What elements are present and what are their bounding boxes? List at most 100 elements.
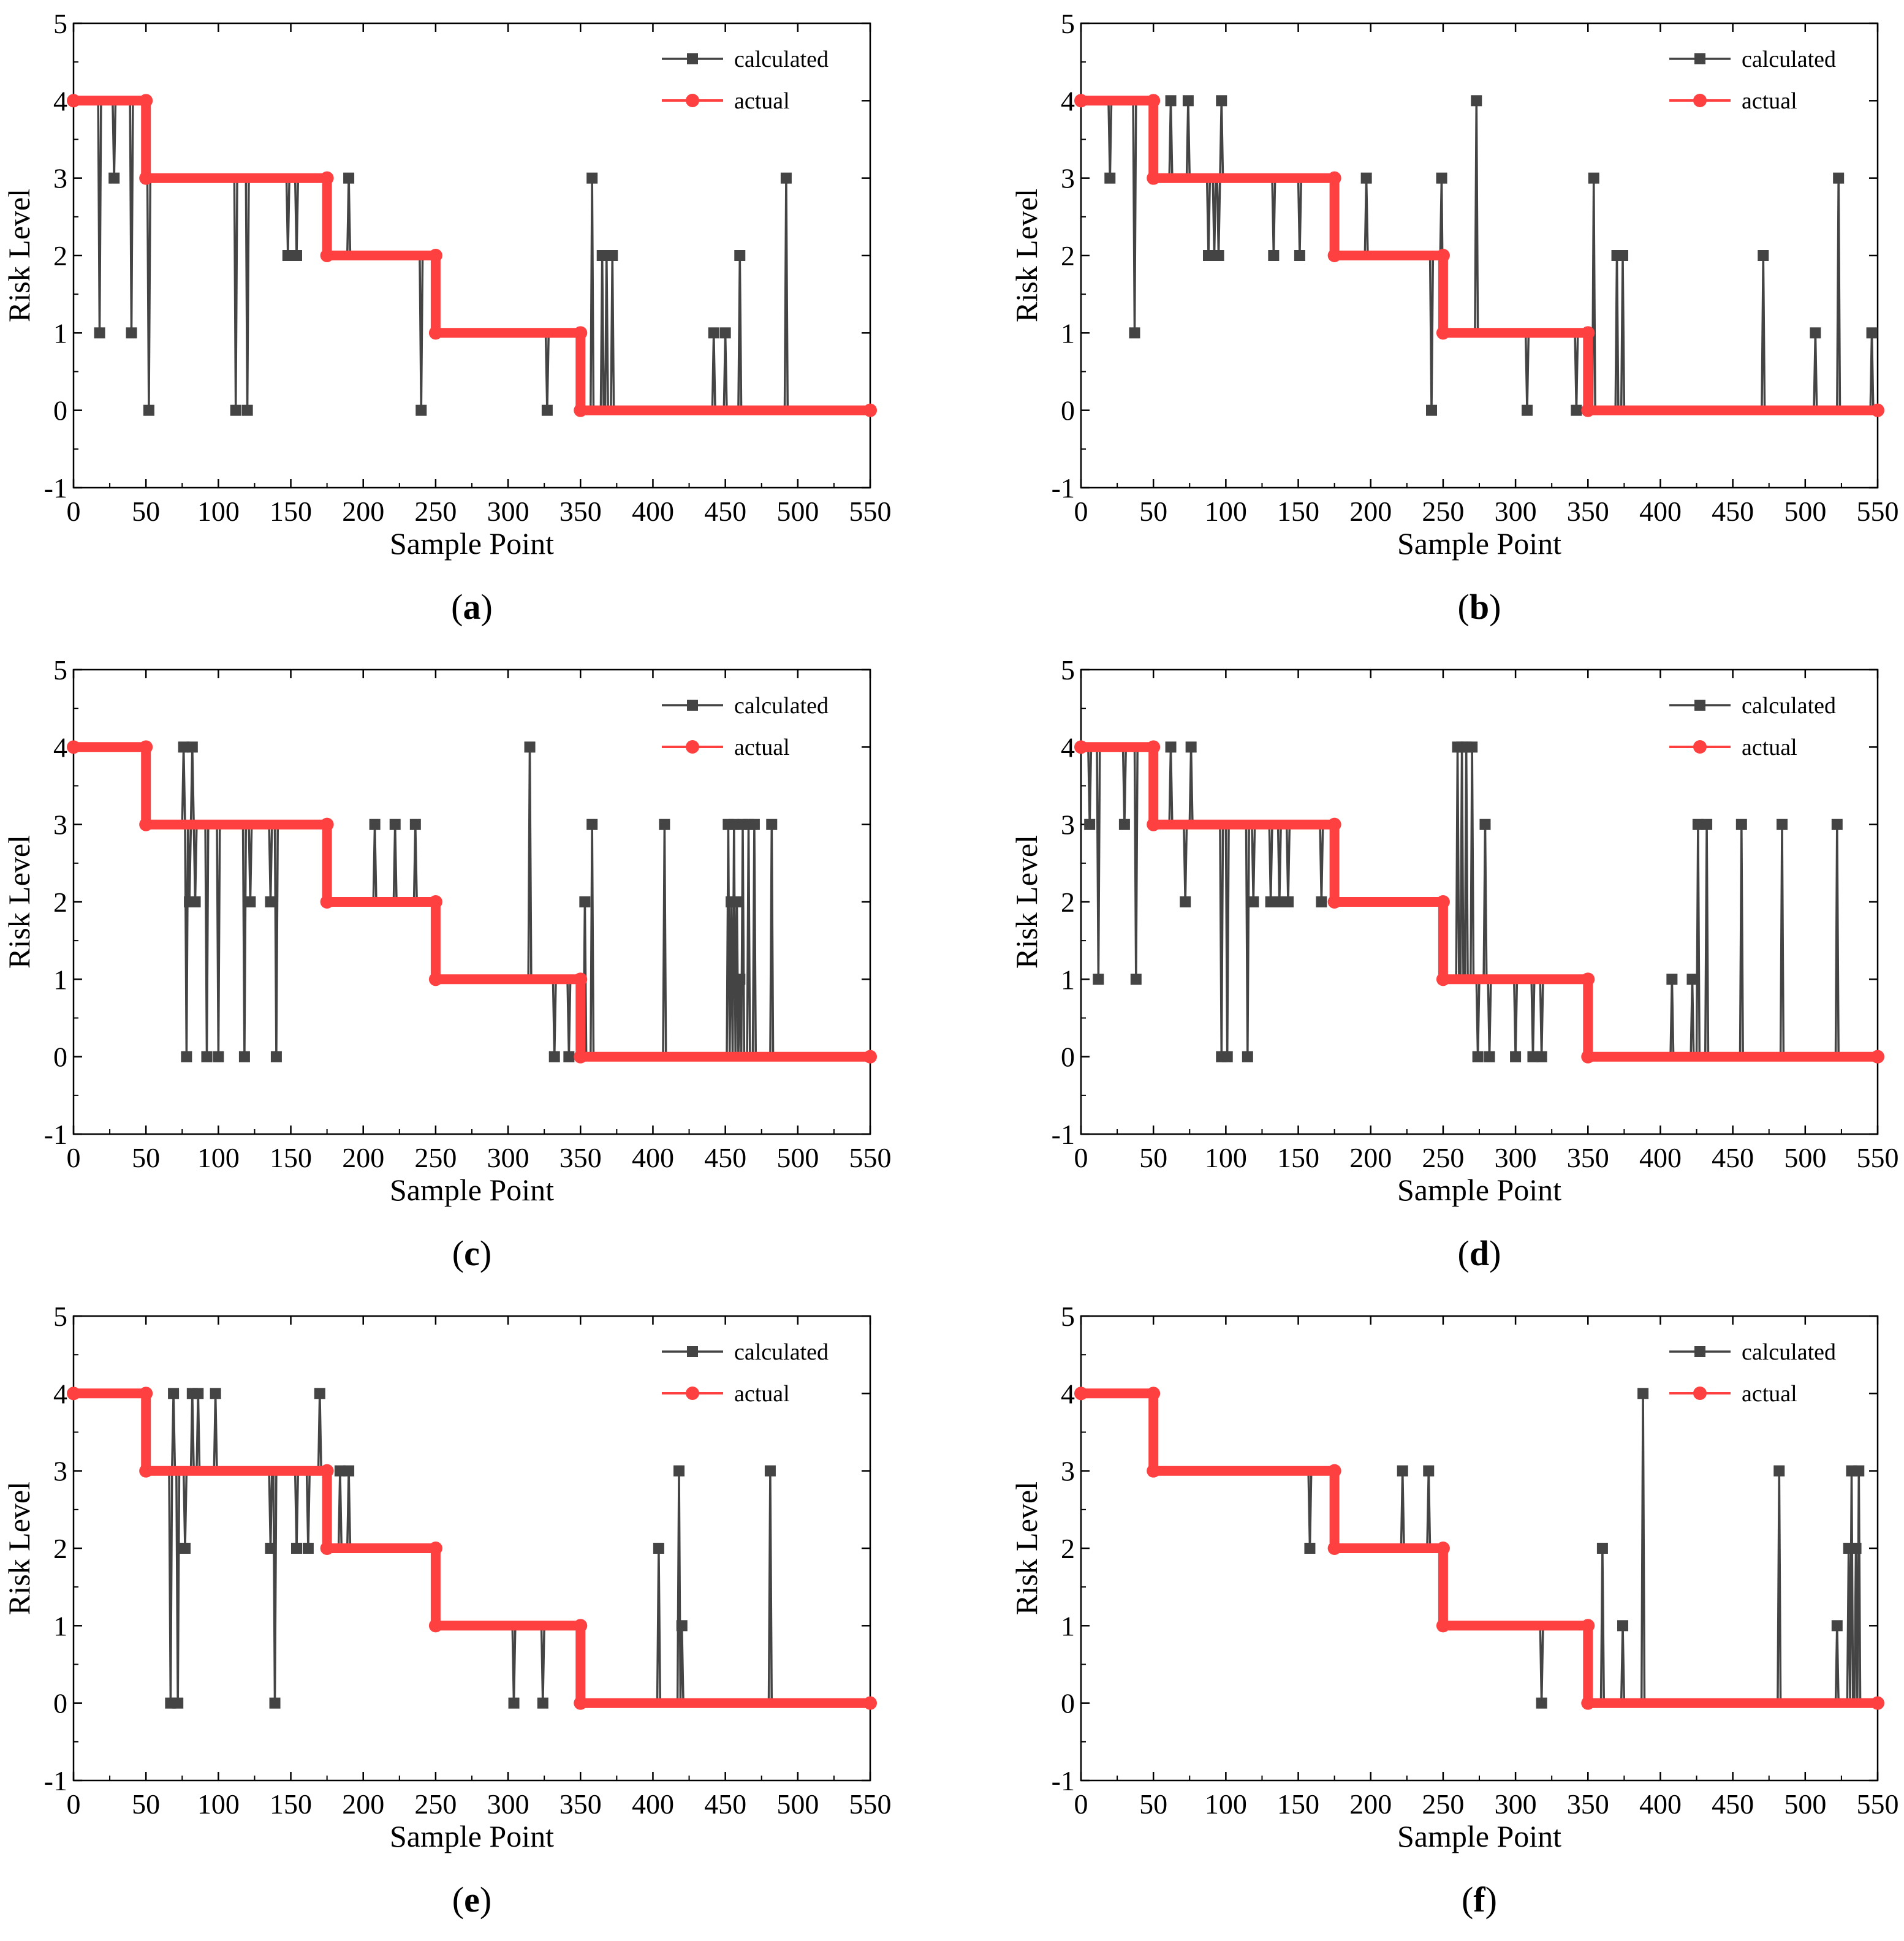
- y-tick-label: 4: [53, 732, 67, 763]
- calculated-point-marker: [764, 1465, 776, 1477]
- calculated-point-marker: [210, 1388, 221, 1399]
- actual-point-marker: [1581, 403, 1595, 417]
- x-tick-label: 400: [632, 496, 674, 527]
- calculated-point-marker: [343, 1465, 355, 1477]
- calculated-point-marker: [172, 1697, 184, 1709]
- x-axis-title: Sample Point: [1397, 1173, 1561, 1207]
- x-tick-label: 300: [487, 1788, 529, 1820]
- calculated-point-marker: [1510, 1051, 1522, 1062]
- calculated-point-marker: [1522, 404, 1533, 416]
- calculated-point-marker: [291, 1543, 302, 1554]
- x-tick-label: 50: [1139, 1142, 1167, 1173]
- calculated-point-marker: [201, 1051, 213, 1062]
- x-tick-label: 450: [1712, 496, 1754, 527]
- actual-point-marker: [1581, 1696, 1595, 1710]
- calculated-point-marker: [1571, 404, 1582, 416]
- actual-point-marker: [1147, 1464, 1161, 1478]
- calculated-point-marker: [748, 819, 760, 830]
- calculated-point-marker: [673, 1465, 685, 1477]
- y-tick-label: 1: [1061, 964, 1075, 995]
- calculated-point-marker: [108, 172, 120, 184]
- calculated-point-marker: [1093, 974, 1104, 985]
- actual-series-line: [69, 1388, 875, 1708]
- calculated-point-marker: [1472, 1051, 1484, 1062]
- y-tick-label: 1: [53, 1610, 67, 1641]
- legend-calculated-label: calculated: [734, 1339, 829, 1365]
- actual-series-line: [69, 96, 875, 415]
- x-tick-label: 350: [1567, 1788, 1609, 1820]
- calculated-point-marker: [389, 819, 401, 830]
- calculated-point-marker: [1484, 1051, 1495, 1062]
- y-tick-label: 5: [53, 654, 67, 686]
- x-tick-label: 100: [197, 1142, 240, 1173]
- actual-point-marker: [1871, 1050, 1884, 1064]
- calculated-point-marker: [1536, 1697, 1547, 1709]
- calculated-point-marker: [1294, 250, 1305, 261]
- actual-point-marker: [320, 1464, 334, 1478]
- calculated-point-marker: [178, 741, 189, 753]
- calculated-point-marker: [186, 741, 198, 753]
- calculated-point-marker: [1180, 896, 1191, 907]
- panel-caption: (e): [452, 1880, 491, 1920]
- actual-point-marker: [1436, 895, 1450, 909]
- calculated-point-marker: [1242, 1051, 1253, 1062]
- actual-point-marker: [574, 1619, 588, 1633]
- x-tick-label: 500: [1784, 1788, 1826, 1820]
- y-tick-label: 0: [1061, 395, 1075, 426]
- actual-series-line: [1076, 1388, 1883, 1708]
- actual-point-marker: [1327, 171, 1341, 185]
- calculated-point-marker: [653, 1543, 664, 1554]
- calculated-point-marker: [1692, 819, 1704, 830]
- calculated-point-marker: [1213, 250, 1224, 261]
- actual-point-marker: [320, 1542, 334, 1555]
- calculated-point-marker: [409, 819, 421, 830]
- calculated-point-marker: [537, 1697, 548, 1709]
- x-tick-label: 550: [1857, 1788, 1899, 1820]
- y-tick-label: 5: [1061, 1301, 1075, 1332]
- actual-point-marker: [67, 1387, 80, 1401]
- actual-point-marker: [428, 326, 442, 340]
- calculated-point-marker: [1773, 1465, 1785, 1477]
- y-tick-label: 0: [53, 1688, 67, 1719]
- calculated-point-marker: [143, 404, 154, 416]
- actual-point-marker: [574, 1050, 588, 1064]
- y-tick-label: 4: [53, 1378, 67, 1409]
- calculated-point-marker: [1216, 95, 1227, 107]
- legend-calculated-marker: [687, 700, 698, 711]
- calculated-point-marker: [1617, 1620, 1628, 1632]
- calculated-point-marker: [1423, 1465, 1435, 1477]
- x-tick-label: 450: [1712, 1788, 1754, 1820]
- y-axis-title: Risk Level: [2, 189, 36, 322]
- calculated-point-marker: [245, 896, 256, 907]
- calculated-series-line: [1081, 1392, 1878, 1705]
- legend-actual-marker: [686, 740, 699, 754]
- calculated-point-marker: [1165, 741, 1177, 753]
- actual-point-marker: [1327, 817, 1341, 831]
- panel-caption: (f): [1462, 1880, 1497, 1920]
- x-axis-title: Sample Point: [1397, 526, 1561, 561]
- legend-calculated-label: calculated: [734, 47, 829, 72]
- x-tick-label: 0: [1074, 1142, 1088, 1173]
- actual-series-line: [1076, 96, 1883, 415]
- x-tick-label: 400: [632, 1788, 674, 1820]
- y-tick-label: -1: [44, 1765, 67, 1796]
- calculated-point-marker: [1084, 819, 1096, 830]
- x-tick-label: 150: [1277, 1788, 1319, 1820]
- y-axis-title: Risk Level: [1009, 189, 1044, 322]
- calculated-point-marker: [1118, 819, 1130, 830]
- x-tick-label: 550: [1857, 1142, 1899, 1173]
- actual-point-marker: [139, 1387, 153, 1401]
- x-tick-label: 200: [1349, 1142, 1392, 1173]
- x-tick-label: 0: [67, 496, 81, 527]
- legend-actual-marker: [1693, 1387, 1707, 1400]
- x-tick-label: 350: [559, 496, 602, 527]
- actual-point-marker: [1581, 1619, 1595, 1633]
- calculated-point-marker: [230, 404, 241, 416]
- y-tick-label: 0: [1061, 1042, 1075, 1073]
- x-tick-label: 250: [1422, 1788, 1464, 1820]
- calculated-point-marker: [1735, 819, 1747, 830]
